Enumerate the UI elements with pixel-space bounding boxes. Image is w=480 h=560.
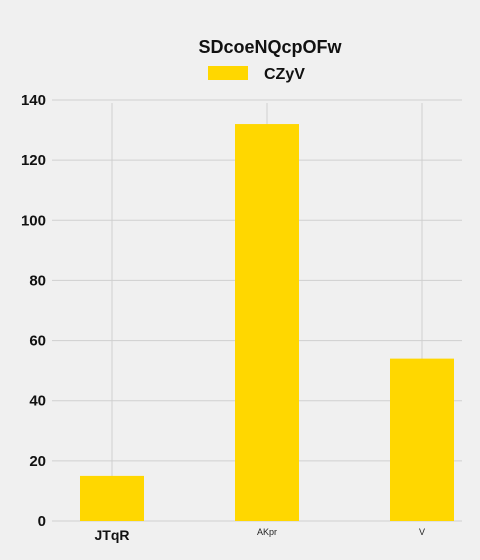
y-tick-label: 20: [29, 453, 46, 470]
x-axis-ticks: JTqR AKpr V: [95, 527, 426, 543]
y-tick-label: 80: [29, 272, 46, 289]
y-tick-label: 0: [38, 513, 46, 530]
legend-label: CZyV: [264, 66, 305, 83]
x-tick-label: JTqR: [95, 527, 130, 543]
bar-v: [390, 358, 454, 521]
chart-title: SDcoeNQcpOFw: [198, 37, 342, 57]
y-tick-label: 120: [21, 152, 46, 169]
x-tick-label: V: [419, 527, 425, 537]
legend-swatch: [208, 66, 248, 80]
y-tick-label: 40: [29, 393, 46, 410]
y-tick-label: 100: [21, 212, 46, 229]
bar-jtqr: [80, 475, 144, 521]
bars: [80, 124, 454, 522]
legend: CZyV: [208, 66, 305, 83]
y-tick-label: 60: [29, 333, 46, 350]
y-tick-label: 140: [21, 92, 46, 109]
x-tick-label: AKpr: [257, 527, 277, 537]
bar-akpr: [235, 124, 299, 522]
y-axis-ticks: 0 20 40 60 80 100 120 140: [21, 92, 46, 530]
